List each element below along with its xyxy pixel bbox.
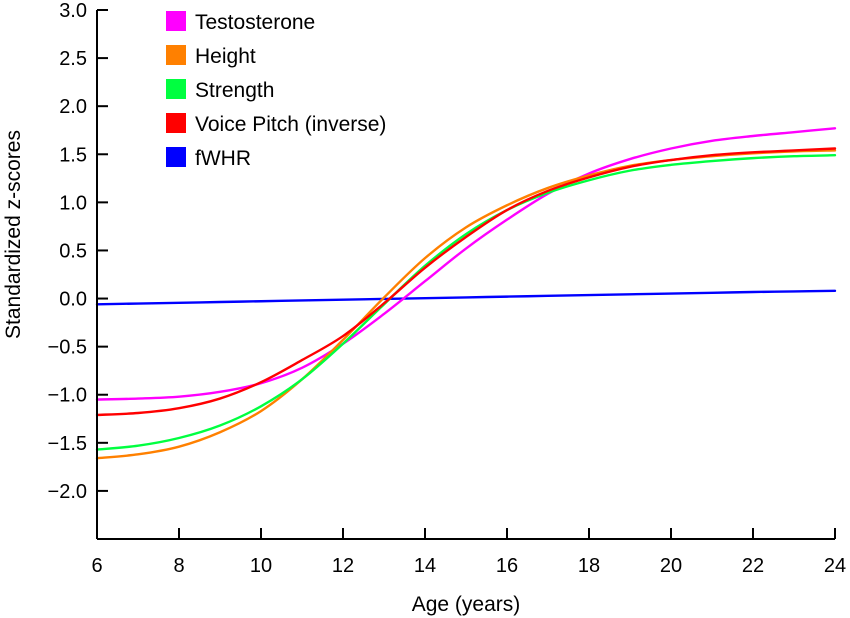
legend-swatch-voice-pitch-inverse [166,113,186,133]
legend-swatch-height [166,45,186,65]
series-line-strength [95,154,837,451]
x-tick-label: 14 [414,555,436,577]
y-tick-label: 0.0 [59,289,87,311]
series-line-fwhr [95,289,837,306]
y-tick-label: −2.0 [48,481,87,503]
x-tick-label: 24 [824,555,846,577]
legend-swatch-fwhr [166,147,186,167]
y-tick-label: 3.0 [59,0,87,22]
x-tick-label: 8 [173,555,184,577]
y-tick-label: 2.0 [59,96,87,118]
y-tick-label: −1.5 [48,433,87,455]
y-tick-label: 1.0 [59,192,87,214]
x-axis-title: Age (years) [412,593,521,616]
x-tick-label: 6 [91,555,102,577]
legend-swatch-testosterone [166,11,186,31]
series-line-testosterone [95,127,837,401]
y-tick-label: 2.5 [59,48,87,70]
x-tick-label: 22 [742,555,764,577]
series-layer [95,127,837,460]
ticks-layer: 6 8 10 12 14 16 18 20 22 24 3.0 2.5 2.0 1.5 1.0 0.5 0.0 −… [48,0,847,577]
y-tick-label: −1.0 [48,385,87,407]
legend-label-strength: Strength [195,79,274,102]
axes-layer [96,10,835,540]
y-tick-label: −0.5 [48,337,87,359]
x-tick-label: 20 [660,555,682,577]
legend-label-testosterone: Testosterone [195,11,315,34]
series-line-height [95,149,837,460]
x-tick-label: 12 [332,555,354,577]
legend-swatch-strength [166,79,186,99]
x-tick-label: 10 [250,555,272,577]
y-tick-label: 1.5 [59,144,87,166]
legend-label-fwhr: fWHR [195,147,251,170]
y-tick-label: 0.5 [59,240,87,262]
legend-label-height: Height [195,45,256,68]
x-tick-label: 18 [578,555,600,577]
y-axis-title: Standardized z-scores [2,130,25,339]
x-tick-label: 16 [496,555,518,577]
series-line-voice-pitch-inverse [95,147,837,417]
legend-label-voice-pitch-inverse: Voice Pitch (inverse) [195,113,386,136]
legend: Testosterone Height Strength Voice Pitch (i… [166,11,386,170]
